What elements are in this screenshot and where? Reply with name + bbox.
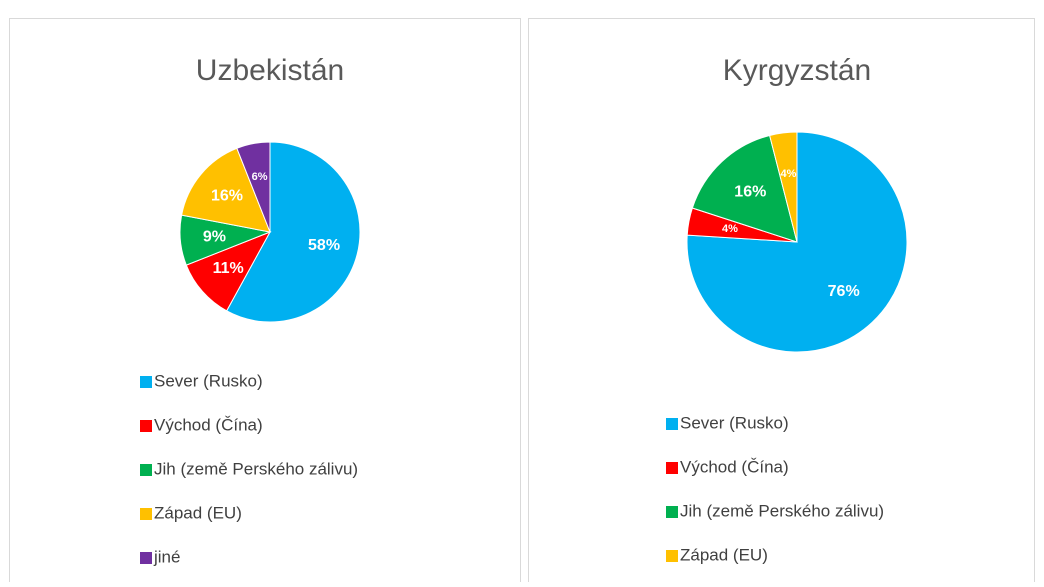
pie-slice <box>691 134 798 243</box>
data-label: 16% <box>211 188 243 205</box>
legend-swatch <box>140 552 152 564</box>
legend-label: jiné <box>153 547 180 566</box>
pie-slice <box>236 141 271 233</box>
legend-label: Jih (země Perského zálivu) <box>680 501 884 520</box>
pie-slice <box>769 131 798 243</box>
chart-title: Uzbekistán <box>196 54 344 87</box>
data-label: 16% <box>734 184 766 201</box>
data-label: 6% <box>252 171 268 183</box>
data-label: 11% <box>213 260 244 277</box>
legend-label: Východ (Čína) <box>154 415 263 434</box>
chart-title: Kyrgyzstán <box>723 54 871 87</box>
legend-label: Sever (Rusko) <box>680 413 789 432</box>
data-label: 4% <box>780 168 796 180</box>
legend-label: Jih (země Perského zálivu) <box>154 459 358 478</box>
legend-label: Západ (EU) <box>154 503 242 522</box>
legend-swatch <box>666 506 678 518</box>
data-label: 4% <box>722 223 738 235</box>
legend-label: Východ (Čína) <box>680 457 789 476</box>
data-label: 9% <box>203 228 226 245</box>
legend-swatch <box>140 376 152 388</box>
data-label: 76% <box>828 283 860 300</box>
legend-swatch <box>140 420 152 432</box>
legend-label: Západ (EU) <box>680 545 768 564</box>
pie-slice <box>225 141 361 323</box>
legend-swatch <box>140 508 152 520</box>
pie-slice <box>181 147 271 233</box>
data-label: 58% <box>308 237 340 254</box>
legend-swatch <box>666 418 678 430</box>
legend-label: Sever (Rusko) <box>154 371 263 390</box>
legend-swatch <box>666 462 678 474</box>
legend-swatch <box>666 550 678 562</box>
legend-swatch <box>140 464 152 476</box>
